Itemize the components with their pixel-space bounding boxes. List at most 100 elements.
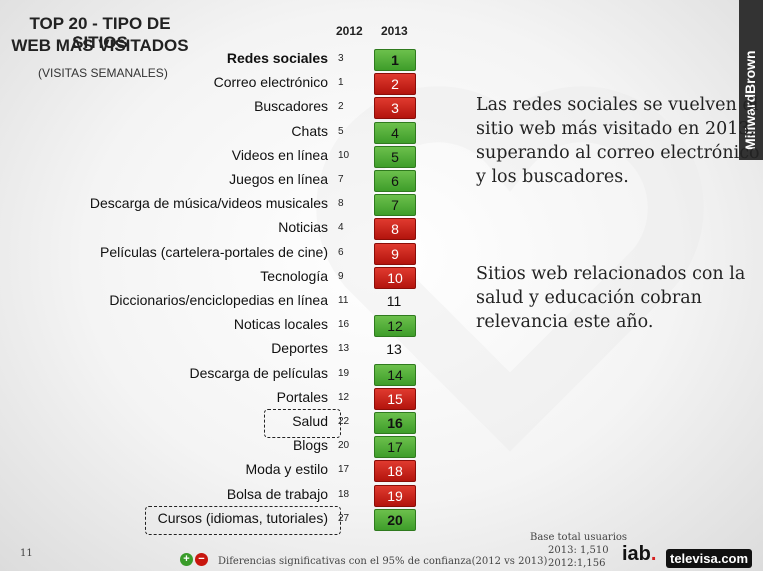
rank-2013-cell: 15	[374, 387, 416, 410]
rank-2013-cell: 6	[374, 170, 416, 192]
televisa-logo: televisa.com	[666, 549, 753, 568]
iab-dot: .	[650, 543, 657, 565]
rank-2013-cell: 9	[374, 242, 416, 265]
value-2012: 6	[338, 246, 344, 258]
row-label: Blogs	[292, 437, 328, 454]
table-row: Redes sociales 3 1	[0, 48, 440, 71]
heart-watermark-icon	[316, 86, 704, 452]
row-label: Chats	[291, 122, 328, 139]
footnote: Diferencias significativas con el 95% de…	[218, 556, 548, 567]
row-label: Noticias	[278, 219, 328, 236]
table-row: Descarga de películas 19 14	[0, 363, 440, 386]
row-label: Películas (cartelera-portales de cine)	[100, 243, 328, 260]
value-2012: 20	[338, 440, 350, 452]
table-row: Correo electrónico 1 2	[0, 72, 440, 96]
rank-2013-cell: 14	[374, 363, 416, 386]
table-row: Películas (cartelera-portales de cine) 6 9	[0, 242, 440, 265]
iab-text: iab	[622, 543, 651, 565]
insight-note-1: Las redes sociales se vuelven el sitio w…	[476, 95, 760, 187]
value-2012: 16	[338, 319, 350, 331]
table-row: Blogs 20 17	[0, 435, 440, 459]
table-row: Videos en línea 10 5	[0, 145, 440, 168]
rank-2013-cell: 1	[374, 49, 416, 71]
row-label: Noticas locales	[233, 316, 328, 333]
row-label: Videos en línea	[231, 146, 328, 163]
rank-2013-cell: 4	[374, 121, 416, 144]
millward-brown-logo: MillwardBrown	[739, 0, 763, 160]
table-row: Juegos en línea 7 6	[0, 169, 440, 192]
table-row: Noticas locales 16 12	[0, 314, 440, 338]
chart-title-line2: WEB MÁS VISITADOS	[11, 36, 189, 55]
insight-note-2: Sitios web relacionados con la salud y e…	[476, 264, 746, 332]
row-label: Deportes	[271, 340, 328, 357]
rank-2013-cell: 10	[374, 266, 416, 289]
rank-2013-cell: 12	[374, 315, 416, 338]
value-2012: 3	[338, 53, 344, 64]
table-row: Descarga de música/videos musicales 8 7	[0, 193, 440, 217]
row-label: Descarga de películas	[189, 364, 328, 381]
table-row: Deportes 13 13	[0, 338, 440, 360]
salud-highlight-box	[264, 409, 341, 438]
row-label: Redes sociales	[226, 50, 328, 66]
value-2012: 4	[338, 222, 344, 234]
rank-2013-cell: 2	[374, 73, 416, 96]
page-number: 11	[20, 548, 33, 559]
rank-2013-cell: 7	[374, 194, 416, 217]
value-2012: 17	[338, 464, 350, 476]
value-2012: 12	[338, 391, 350, 403]
table-row: Diccionarios/enciclopedias en línea 11 11	[0, 290, 440, 312]
rank-2013-cell: 16	[374, 412, 416, 434]
row-label: Descarga de música/videos musicales	[89, 195, 328, 212]
base-2012: 2012:1,156	[548, 558, 606, 569]
row-label: Cursos (idiomas, tutoriales)	[157, 509, 328, 526]
table-row: Moda y estilo 17 18	[0, 459, 440, 483]
table-row: Salud 22 16	[0, 411, 440, 434]
value-2012: 18	[338, 488, 350, 500]
table-row: Bolsa de trabajo 18 19	[0, 484, 440, 507]
row-label: Moda y estilo	[245, 461, 328, 478]
column-header-2012: 2012	[336, 24, 363, 38]
table-row: Buscadores 2 3	[0, 96, 440, 120]
row-label: Bolsa de trabajo	[226, 485, 328, 502]
value-2012: 13	[338, 343, 350, 355]
table-row: Cursos (idiomas, tutoriales) 27 20	[0, 508, 440, 531]
rank-2013-cell: 13	[386, 341, 402, 358]
value-2012: 27	[338, 512, 350, 524]
cursos-highlight-box	[145, 506, 341, 535]
table-row: Noticias 4 8	[0, 217, 440, 241]
iab-logo: iab.	[622, 543, 656, 566]
rank-2013-cell: 20	[374, 508, 416, 531]
row-label: Buscadores	[254, 98, 328, 115]
row-label: Portales	[276, 388, 328, 405]
rank-2013-cell: 19	[374, 484, 416, 507]
value-2012: 8	[338, 198, 344, 210]
rank-2013-cell: 5	[374, 145, 416, 168]
column-header-2013: 2013	[381, 24, 408, 38]
table-row: Portales 12 15	[0, 387, 440, 410]
base-label: Base total usuarios	[530, 532, 628, 543]
value-2012: 19	[338, 367, 350, 379]
table-row: Chats 5 4	[0, 121, 440, 144]
rank-2013-cell: 11	[386, 293, 402, 309]
table-row: Tecnología 9 10	[0, 266, 440, 289]
value-2012: 7	[338, 174, 344, 185]
plus-icon: +	[180, 553, 193, 566]
rank-2013-cell: 3	[374, 97, 416, 120]
minus-icon: −	[195, 553, 208, 566]
value-2012: 2	[338, 101, 344, 113]
base-2013: 2013: 1,510	[548, 545, 609, 556]
rank-2013-cell: 18	[374, 460, 416, 483]
rank-2013-cell: 8	[374, 218, 416, 241]
chart-title-line1: TOP 20 - TIPO DE SITIOS	[29, 14, 171, 52]
row-label: Correo electrónico	[213, 74, 328, 91]
value-2012: 1	[338, 77, 344, 89]
chart-subtitle: (VISITAS SEMANALES)	[38, 66, 168, 80]
value-2012: 5	[338, 125, 344, 137]
row-label: Tecnología	[260, 267, 328, 284]
value-2012: 11	[338, 295, 349, 306]
row-label: Diccionarios/enciclopedias en línea	[109, 292, 328, 308]
rank-2013-cell: 17	[374, 436, 416, 459]
row-label: Salud	[292, 413, 328, 429]
value-2012: 9	[338, 270, 344, 282]
value-2012: 22	[338, 416, 350, 427]
